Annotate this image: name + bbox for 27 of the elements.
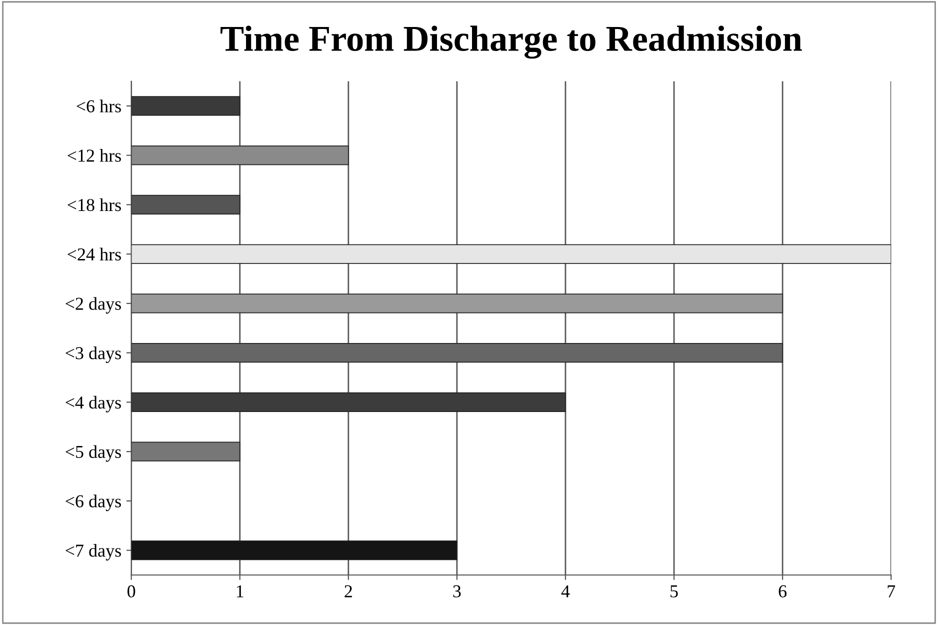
- y-tick-label: <24 hrs: [68, 248, 121, 261]
- y-tick-label: <3 days: [66, 346, 121, 363]
- x-tick-label: 7: [888, 585, 896, 598]
- bar: [131, 96, 240, 116]
- x-tick-label: 1: [236, 585, 244, 598]
- y-tick-label: <18 hrs: [68, 198, 121, 212]
- y-tick-label: <2 days: [66, 297, 121, 314]
- y-tick-label: <12 hrs: [68, 149, 121, 162]
- y-tick-label: <4 days: [66, 396, 121, 412]
- bar: [131, 343, 783, 363]
- x-tick-label: 0: [127, 585, 136, 598]
- x-tick-label: 6: [778, 585, 787, 598]
- bar: [131, 294, 783, 314]
- y-tick-label: <6 hrs: [76, 100, 121, 112]
- x-tick-label: 4: [561, 585, 570, 598]
- x-tick-label: 5: [670, 585, 678, 598]
- bar: [131, 540, 458, 560]
- bar: [131, 146, 349, 166]
- y-tick-label: <5 days: [66, 445, 121, 462]
- x-tick-label: 3: [453, 585, 461, 598]
- y-tick-label: <6 days: [66, 494, 121, 512]
- bar: [131, 442, 240, 462]
- bar: [131, 392, 566, 412]
- y-tick-label: <7 days: [66, 544, 121, 560]
- x-tick-label: 2: [344, 585, 352, 598]
- bar: [131, 244, 892, 264]
- chart-title: Time From Discharge to Readmission: [220, 26, 802, 59]
